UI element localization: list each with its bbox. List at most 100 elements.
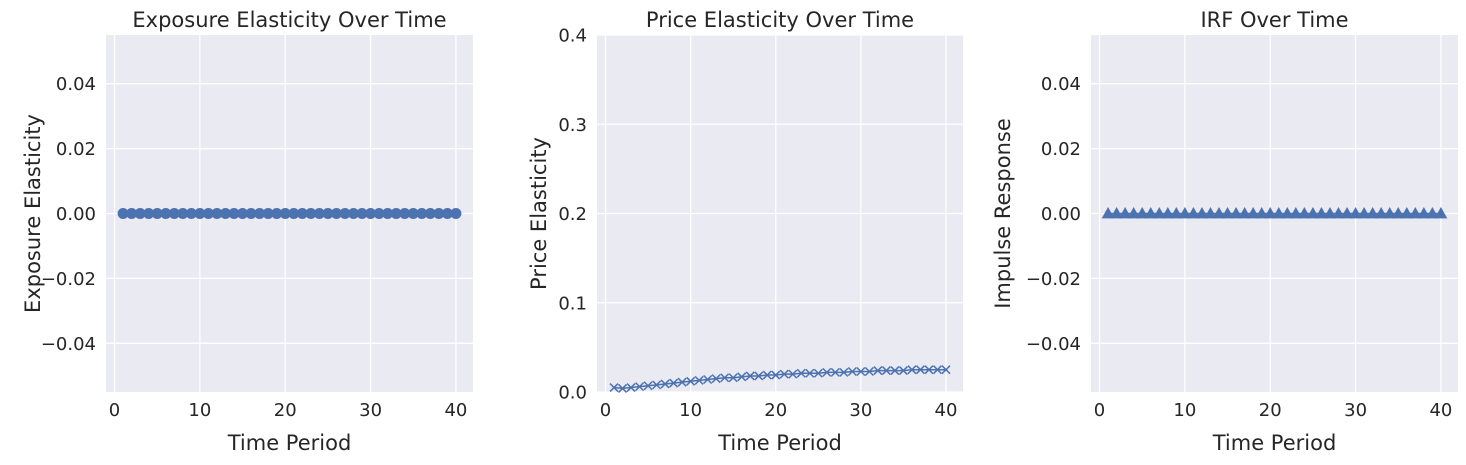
data-point [1152, 206, 1166, 219]
chart-title: IRF Over Time [1200, 8, 1348, 32]
data-point [1289, 206, 1303, 219]
data-point [932, 365, 942, 375]
y-tick-label: 0.00 [56, 204, 96, 225]
data-point [1374, 206, 1388, 219]
data-point [1110, 206, 1123, 219]
data-point [660, 379, 670, 389]
y-axis-label: Impulse Response [991, 118, 1015, 309]
y-tick-label: 0.04 [1041, 74, 1081, 95]
x-tick-label: 0 [600, 400, 611, 421]
data-point [1195, 206, 1209, 219]
data-point [907, 365, 917, 375]
x-tick-label: 10 [188, 400, 211, 421]
data-point [873, 366, 883, 376]
chart-title: Exposure Elasticity Over Time [132, 8, 446, 32]
x-tick-label: 20 [1259, 400, 1282, 421]
x-tick-label: 30 [1344, 400, 1367, 421]
data-point [1280, 206, 1294, 219]
x-tick-label: 30 [359, 400, 382, 421]
data-point [1426, 206, 1439, 219]
data-point [1349, 206, 1362, 219]
data-point [1298, 206, 1311, 219]
data-point [1357, 206, 1371, 219]
x-tick-label: 20 [274, 400, 297, 421]
data-point [1417, 206, 1431, 219]
chart-title: Price Elasticity Over Time [646, 8, 914, 32]
series-line [613, 368, 946, 390]
data-point [822, 367, 832, 377]
y-axis-label: Price Elasticity [527, 137, 551, 290]
y-tick-label: 0.04 [56, 74, 96, 95]
data-point [1315, 206, 1328, 219]
data-point [618, 383, 628, 393]
data-point [1246, 206, 1260, 219]
data-point [686, 376, 696, 386]
x-tick-label: 0 [109, 400, 120, 421]
data-point [1391, 206, 1405, 219]
x-tick-label: 20 [764, 400, 787, 421]
data-point [1238, 206, 1251, 219]
data-point [1135, 206, 1149, 219]
y-axis-label: Exposure Elasticity [21, 114, 45, 313]
x-tick-label: 0 [1094, 400, 1105, 421]
exposure-elasticity-chart: 0 10 20 30 40 −0.04 −0.02 0.00 0.02 0.04 Exposure… [21, 8, 473, 455]
x-tick-label: 10 [1173, 400, 1196, 421]
data-point [813, 368, 823, 378]
data-point [1306, 206, 1320, 219]
data-point [450, 208, 462, 219]
data-point [771, 370, 781, 380]
y-tick-label: 0.2 [558, 204, 587, 225]
y-tick-label: −0.02 [1026, 269, 1081, 290]
x-tick-label: 10 [679, 400, 702, 421]
data-point [1229, 206, 1243, 219]
data-point [1323, 206, 1337, 219]
data-point [703, 374, 713, 385]
data-point [847, 366, 857, 377]
data-point [652, 380, 662, 390]
data-point [890, 366, 900, 376]
x-tick-label: 30 [849, 400, 872, 421]
data-point [711, 374, 721, 384]
data-point [745, 371, 755, 381]
price-elasticity-chart: 0 10 20 30 40 0.0 0.1 0.2 0.3 0.4 Price Elasticit… [527, 8, 963, 455]
data-point [1255, 206, 1269, 219]
data-point [1178, 206, 1192, 219]
x-tick-label: 40 [1429, 400, 1452, 421]
data-point [881, 366, 891, 376]
data-point [941, 365, 951, 375]
data-point [754, 371, 764, 381]
data-point [677, 377, 687, 387]
x-axis-label: Time Period [227, 431, 352, 455]
data-point [669, 378, 679, 388]
data-point [1144, 206, 1158, 219]
data-point [643, 381, 653, 391]
data-point [839, 367, 849, 377]
data-point [779, 369, 789, 379]
data-point [720, 373, 730, 383]
x-tick-label: 40 [444, 400, 467, 421]
y-tick-label: −0.04 [41, 334, 96, 355]
data-point [898, 366, 908, 376]
data-point [924, 365, 934, 375]
data-point [694, 375, 704, 385]
y-tick-label: 0.00 [1041, 204, 1081, 225]
data-point [1263, 206, 1277, 219]
data-point [1187, 206, 1200, 219]
data-point [1332, 206, 1345, 219]
x-tick-label: 40 [935, 400, 958, 421]
data-point [1272, 206, 1286, 219]
data-point [915, 365, 925, 375]
data-point [1383, 206, 1397, 219]
data-point [1434, 206, 1448, 219]
y-tick-label: 0.1 [558, 293, 587, 314]
data-point [1221, 206, 1234, 219]
data-point [1400, 206, 1414, 219]
data-point [737, 372, 747, 382]
data-point [1101, 206, 1115, 219]
data-point [805, 368, 815, 378]
y-tick-label: 0.02 [1041, 139, 1081, 160]
data-point [830, 367, 840, 377]
data-point [856, 366, 866, 377]
data-point [762, 370, 772, 380]
